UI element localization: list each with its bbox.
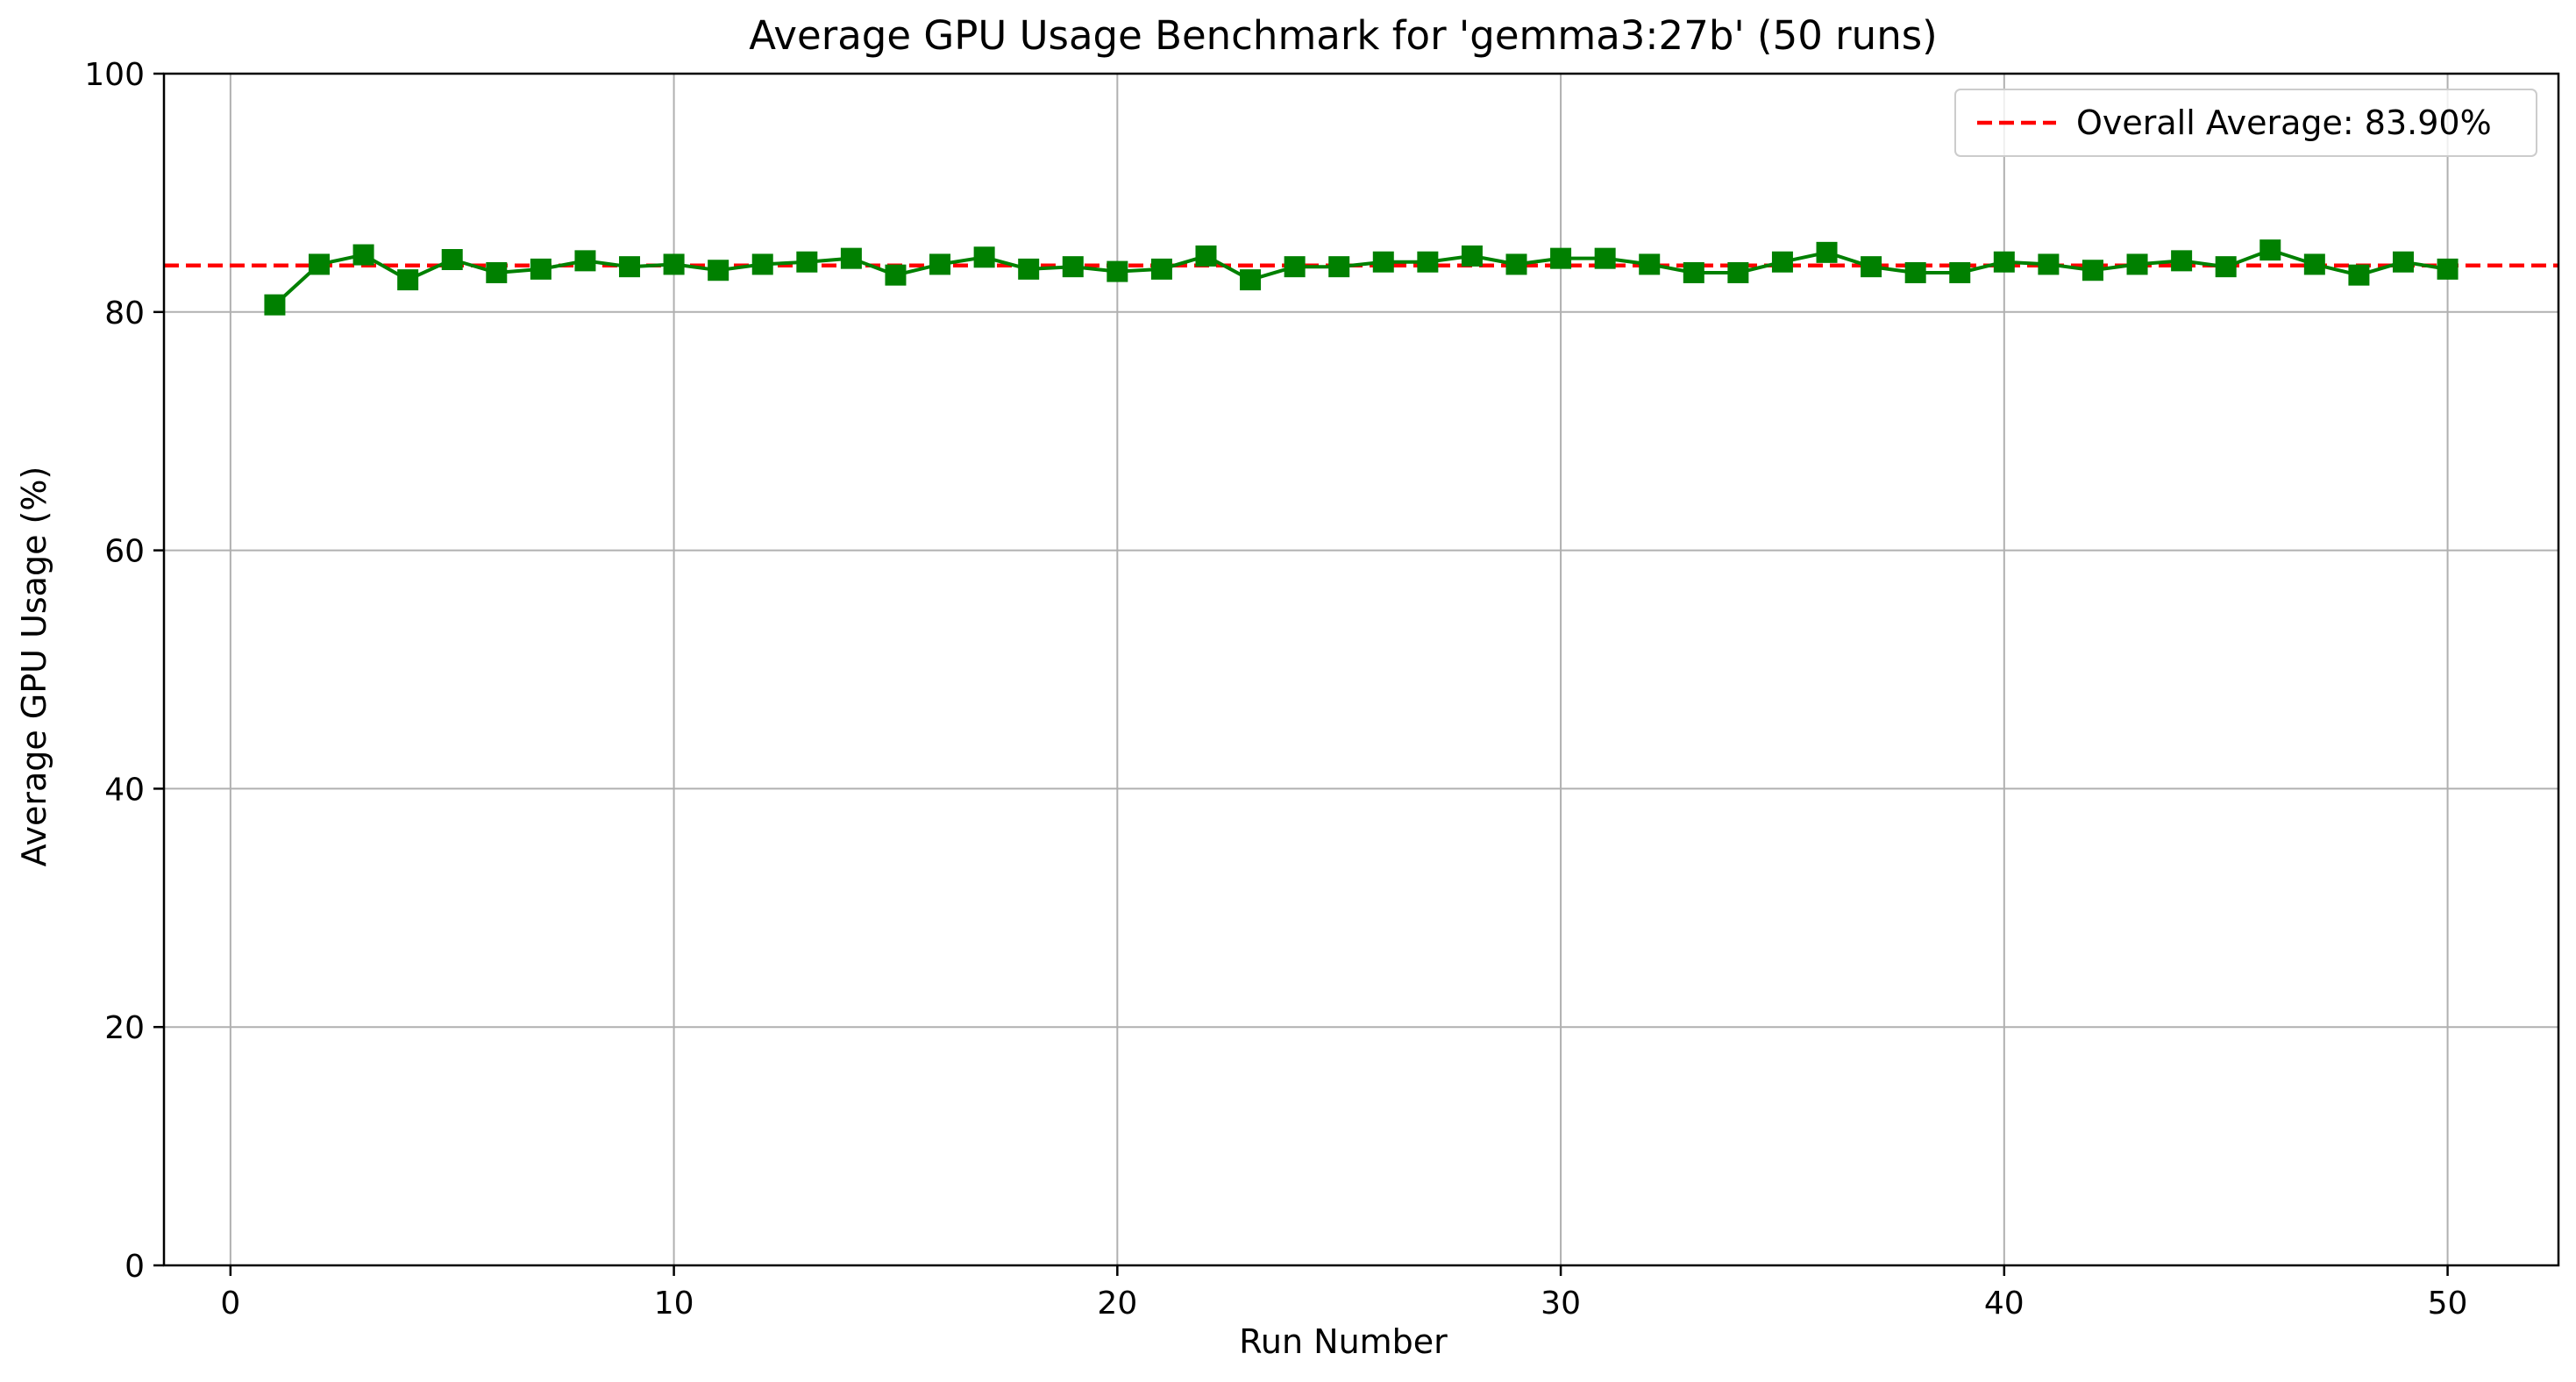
x-axis-label: Run Number bbox=[1239, 1322, 1448, 1361]
x-tick-label: 30 bbox=[1541, 1286, 1581, 1321]
data-point bbox=[796, 251, 818, 273]
data-point bbox=[486, 261, 508, 283]
y-tick-label: 60 bbox=[104, 534, 145, 570]
data-point bbox=[2126, 253, 2148, 275]
data-point bbox=[1816, 241, 1838, 263]
y-axis-label: Average GPU Usage (%) bbox=[15, 467, 53, 867]
y-tick-label: 80 bbox=[104, 296, 145, 331]
x-tick-label: 40 bbox=[1984, 1286, 2025, 1321]
data-point bbox=[929, 253, 951, 275]
data-point bbox=[1727, 261, 1749, 283]
data-point bbox=[663, 253, 685, 275]
data-point bbox=[1372, 251, 1394, 273]
data-point bbox=[397, 269, 419, 291]
legend-entry-overall-average: Overall Average: 83.90% bbox=[2076, 103, 2492, 142]
data-point bbox=[1949, 261, 1971, 283]
data-point bbox=[352, 244, 374, 266]
data-point bbox=[1328, 256, 1350, 278]
data-point bbox=[2259, 239, 2281, 261]
data-point bbox=[885, 264, 907, 286]
x-tick-label: 10 bbox=[654, 1286, 694, 1321]
data-point bbox=[1062, 256, 1084, 278]
data-point bbox=[1904, 261, 1926, 283]
data-point bbox=[1505, 253, 1527, 275]
x-tick-label: 20 bbox=[1097, 1286, 1137, 1321]
y-tick-label: 40 bbox=[104, 772, 145, 808]
data-point bbox=[1461, 245, 1483, 267]
data-point bbox=[2215, 256, 2237, 278]
data-point bbox=[1861, 256, 1882, 278]
y-tick-label: 100 bbox=[84, 57, 145, 93]
data-point bbox=[1639, 253, 1661, 275]
data-point bbox=[1284, 256, 1306, 278]
data-point bbox=[619, 256, 641, 278]
x-tick-label: 0 bbox=[220, 1286, 240, 1321]
data-point bbox=[1993, 251, 2015, 273]
data-point bbox=[574, 250, 596, 272]
data-point bbox=[1107, 260, 1128, 282]
y-ticks: 0 20 40 60 80 100 bbox=[84, 57, 164, 1285]
data-point bbox=[2171, 250, 2193, 272]
data-point bbox=[1417, 251, 1439, 273]
legend: Overall Average: 83.90% bbox=[1954, 89, 2537, 157]
data-point bbox=[1594, 247, 1616, 269]
series-layer bbox=[264, 239, 2459, 316]
series-line bbox=[274, 248, 2448, 307]
data-point bbox=[1683, 261, 1704, 283]
data-point bbox=[2392, 251, 2414, 273]
data-point bbox=[2038, 253, 2060, 275]
chart-title: Average GPU Usage Benchmark for 'gemma3:… bbox=[749, 12, 1937, 59]
plot-frame bbox=[162, 72, 2560, 1267]
x-ticks: 0 10 20 30 40 50 bbox=[220, 1265, 2467, 1321]
data-point bbox=[840, 247, 862, 269]
data-point bbox=[708, 260, 729, 281]
data-point bbox=[1018, 258, 1040, 280]
data-point bbox=[2303, 253, 2325, 275]
data-point bbox=[309, 253, 331, 275]
y-tick-label: 0 bbox=[125, 1249, 145, 1285]
data-point bbox=[530, 258, 551, 280]
data-point bbox=[751, 253, 773, 275]
data-point bbox=[1195, 245, 1217, 267]
data-point bbox=[1150, 258, 1172, 280]
data-point bbox=[1240, 269, 1262, 291]
y-tick-label: 20 bbox=[104, 1010, 145, 1046]
data-point bbox=[973, 246, 995, 268]
x-tick-label: 50 bbox=[2428, 1286, 2468, 1321]
data-point bbox=[2081, 260, 2103, 281]
data-point bbox=[1771, 251, 1793, 273]
grid bbox=[164, 73, 2558, 1266]
data-point bbox=[1550, 247, 1572, 269]
data-point bbox=[441, 249, 463, 271]
data-point bbox=[264, 294, 286, 316]
data-point bbox=[2348, 264, 2370, 286]
data-point bbox=[2437, 258, 2459, 280]
legend-box bbox=[1954, 89, 2537, 157]
